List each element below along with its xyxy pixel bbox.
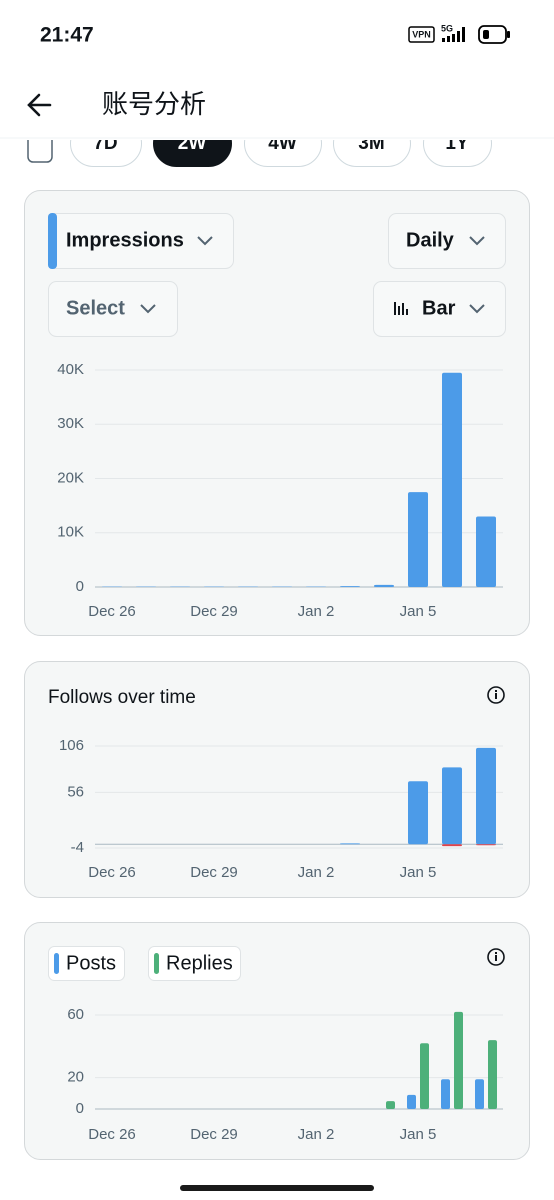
y-tick-label: 0 — [76, 1100, 84, 1117]
x-tick-label: Jan 2 — [298, 1126, 335, 1143]
bar — [442, 767, 462, 845]
legend-label: Replies — [166, 952, 233, 974]
bar — [407, 1094, 416, 1109]
x-tick-label: Dec 29 — [190, 1126, 238, 1143]
bar — [441, 1079, 450, 1109]
bar — [386, 1101, 395, 1109]
metric-label: Impressions — [66, 229, 184, 251]
vpn-box — [408, 26, 435, 43]
x-tick-label: Dec 26 — [88, 1126, 136, 1143]
network-label: 5G — [441, 23, 453, 33]
period-tab-label: 1Y — [445, 133, 469, 154]
metric-dropdown[interactable]: Impressions — [48, 213, 234, 269]
back-arrow[interactable] — [27, 93, 52, 117]
period-tab[interactable] — [333, 121, 411, 167]
posts-card — [24, 922, 530, 1160]
x-tick-label: Jan 5 — [400, 603, 437, 620]
legend-chip[interactable] — [48, 946, 125, 981]
y-tick-label: 60 — [67, 1006, 84, 1023]
x-tick-label: Jan 5 — [400, 864, 437, 881]
y-tick-label: -4 — [71, 839, 84, 856]
period-tab-label: 7D — [93, 133, 117, 154]
bar — [475, 1079, 484, 1109]
y-tick-label: 20 — [67, 1069, 84, 1086]
bar — [340, 586, 360, 587]
x-tick-label: Dec 29 — [190, 864, 238, 881]
x-tick-label: Jan 2 — [298, 603, 335, 620]
period-tabs: 7D 2W 4W 3M 1Y — [27, 121, 492, 167]
legend-swatch — [54, 953, 59, 974]
signal-icon — [442, 27, 465, 42]
bar — [442, 372, 462, 587]
bar — [476, 516, 496, 587]
period-tab-label: 3M — [358, 133, 384, 154]
bar — [476, 844, 496, 846]
battery-icon — [478, 25, 510, 44]
y-tick-label: 0 — [76, 578, 84, 595]
period-tab[interactable] — [244, 121, 322, 167]
compare-label: Select — [66, 297, 125, 319]
legend-label: Posts — [66, 952, 116, 974]
interval-dropdown[interactable]: Daily — [388, 213, 506, 269]
bar — [408, 781, 428, 845]
chart-style-label: Bar — [422, 297, 456, 319]
period-tab[interactable] — [423, 121, 492, 167]
chart-title: Follows over time — [48, 687, 196, 708]
bar — [340, 843, 360, 845]
info-icon[interactable] — [487, 948, 505, 966]
calendar-icon — [27, 140, 53, 163]
period-tab-label: 2W — [178, 133, 207, 154]
legend-chip[interactable] — [148, 946, 241, 981]
vpn-label: VPN — [412, 29, 431, 39]
home-indicator — [180, 1185, 374, 1191]
chart-style-dropdown[interactable]: Bar — [373, 281, 506, 337]
y-tick-label: 10K — [57, 524, 84, 541]
y-tick-label: 106 — [59, 737, 84, 754]
bar — [442, 844, 462, 847]
x-tick-label: Dec 29 — [190, 603, 238, 620]
legend-swatch — [154, 953, 159, 974]
x-tick-label: Jan 5 — [400, 1126, 437, 1143]
bar — [454, 1011, 463, 1109]
y-tick-label: 56 — [67, 783, 84, 800]
bar — [488, 1040, 497, 1109]
period-tab[interactable] — [70, 121, 142, 167]
period-tab[interactable] — [153, 121, 232, 167]
y-tick-label: 40K — [57, 361, 84, 378]
header-title: 账号分析 — [102, 89, 206, 119]
x-tick-label: Dec 26 — [88, 603, 136, 620]
bar — [374, 584, 394, 587]
bar — [476, 747, 496, 845]
status-time: 21:47 — [40, 24, 94, 47]
y-tick-label: 20K — [57, 469, 84, 486]
x-tick-label: Dec 26 — [88, 864, 136, 881]
y-tick-label: 30K — [57, 415, 84, 432]
follows-card — [24, 661, 530, 898]
period-tab-label: 4W — [268, 133, 297, 154]
info-icon[interactable] — [487, 686, 505, 704]
bar — [408, 492, 428, 587]
x-tick-label: Jan 2 — [298, 864, 335, 881]
bar — [420, 1043, 429, 1109]
interval-label: Daily — [406, 229, 455, 251]
compare-dropdown[interactable]: Select — [48, 281, 178, 337]
